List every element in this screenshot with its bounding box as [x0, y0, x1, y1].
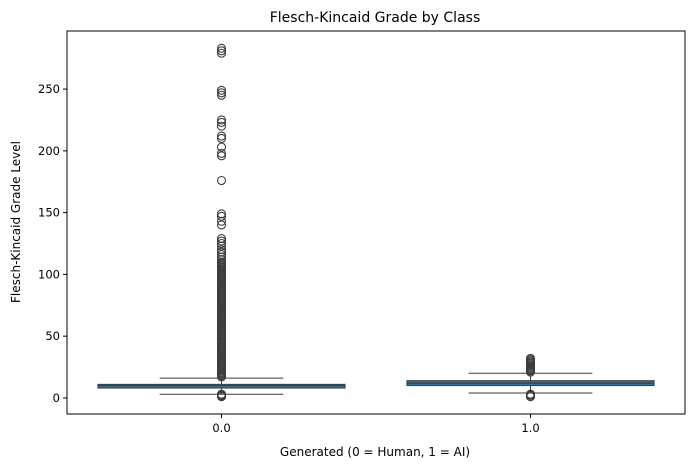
- outlier-point: [216, 252, 227, 262]
- y-tick-label: 0: [53, 391, 60, 405]
- outlier-point: [216, 85, 227, 95]
- outlier-point: [525, 353, 536, 363]
- outlier-point: [216, 115, 227, 125]
- outlier-point: [216, 241, 227, 251]
- outlier-point: [216, 247, 227, 257]
- outlier-point: [216, 46, 227, 56]
- outlier-point: [216, 117, 227, 127]
- x-tick-label: 0.0: [212, 421, 230, 435]
- outlier-point: [216, 133, 227, 144]
- outlier-point: [216, 234, 227, 244]
- y-tick-label: 150: [38, 206, 60, 220]
- iqr-box: [97, 383, 346, 389]
- x-axis-label: Generated (0 = Human, 1 = AI): [280, 445, 470, 459]
- outlier-point: [216, 389, 227, 399]
- chart-title: Flesch-Kincaid Grade by Class: [270, 10, 481, 26]
- outlier-point: [216, 142, 227, 152]
- outlier-point: [216, 48, 227, 58]
- outlier-point: [216, 151, 227, 161]
- outlier-point: [216, 148, 227, 158]
- outlier-point: [216, 121, 227, 131]
- y-tick-label: 250: [38, 82, 60, 96]
- outlier-point: [216, 209, 227, 219]
- y-tick-label: 200: [38, 144, 60, 158]
- outlier-point: [216, 250, 227, 260]
- y-tick-label: 100: [38, 267, 60, 281]
- outlier-point: [216, 245, 227, 255]
- y-axis-label: Flesch-Kincaid Grade Level: [9, 141, 23, 303]
- outlier-point: [216, 131, 227, 141]
- outlier-point: [216, 236, 227, 246]
- y-tick-label: 50: [45, 329, 60, 343]
- outlier-point: [216, 88, 227, 98]
- outlier-point: [216, 90, 227, 100]
- outlier-point: [216, 220, 227, 230]
- outlier-point: [216, 257, 227, 267]
- x-tick-label: 1.0: [521, 421, 539, 435]
- outlier-point: [216, 211, 227, 221]
- outlier-point: [216, 43, 227, 53]
- outlier-point: [216, 216, 227, 226]
- outlier-point: [216, 238, 227, 249]
- outlier-point: [216, 255, 227, 265]
- plot-area: 0 50 100 150 200 250 0.0 1.0: [38, 30, 686, 435]
- outlier-point: [216, 175, 227, 186]
- outlier-point: [525, 389, 536, 399]
- axes-frame: [66, 30, 686, 415]
